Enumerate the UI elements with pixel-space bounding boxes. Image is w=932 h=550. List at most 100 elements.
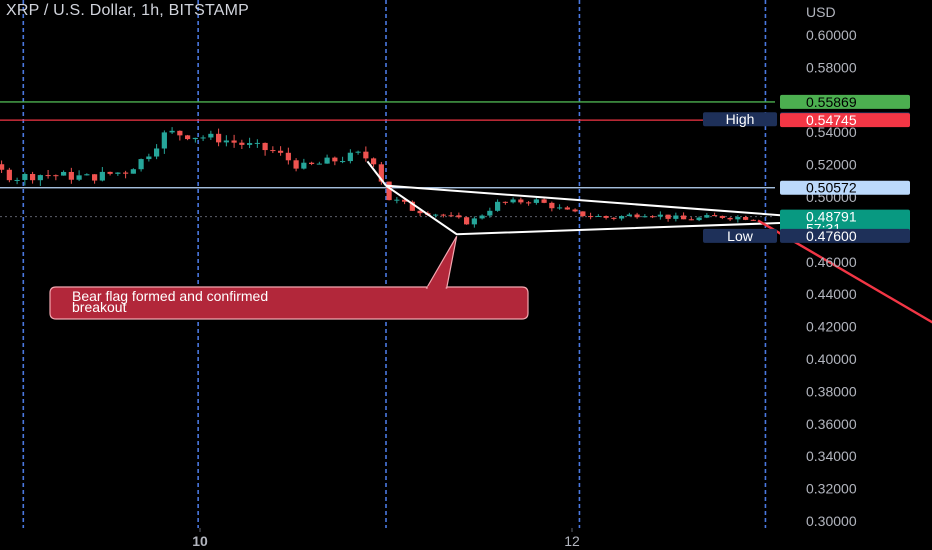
y-tick-label: 0.58000 — [806, 59, 857, 75]
flag-pole-line — [366, 160, 387, 187]
price-tag — [703, 112, 777, 127]
candle-body — [309, 162, 315, 164]
candle-body — [394, 199, 400, 201]
price-tag — [703, 228, 777, 243]
candle-body — [688, 219, 694, 221]
candle-body — [99, 171, 105, 181]
y-tick-label: 0.54000 — [806, 124, 857, 140]
candle-body — [371, 158, 377, 165]
candle-body — [340, 161, 346, 163]
price-axis[interactable]: 0.600000.580000.560000.540000.520000.500… — [806, 27, 857, 529]
candle-body — [557, 207, 563, 209]
price-badge-label: 0.54745 — [806, 112, 857, 128]
candle-body — [130, 169, 136, 174]
candle-body — [402, 199, 408, 202]
candle-body — [727, 217, 733, 220]
candle-body — [502, 201, 508, 203]
candle-body — [254, 142, 260, 144]
y-tick-label: 0.34000 — [806, 448, 857, 464]
candle-body — [185, 135, 191, 140]
callout-text-line: Bear flag formed and confirmed — [72, 288, 268, 304]
breakdown-arrow — [757, 219, 932, 324]
candles — [0, 127, 756, 228]
candle-body — [626, 214, 632, 217]
x-tick-label: 10 — [192, 533, 208, 549]
candle-body — [123, 172, 129, 174]
candle-body — [30, 173, 36, 181]
candle-body — [588, 216, 594, 218]
candle-body — [239, 142, 245, 145]
candle-body — [270, 150, 276, 152]
callout-pointer-joint — [427, 286, 446, 290]
candle-body — [45, 175, 51, 177]
y-tick-label: 0.38000 — [806, 383, 857, 399]
candle-body — [665, 214, 671, 219]
y-tick-label: 0.44000 — [806, 286, 857, 302]
callout-text-line: breakout — [72, 299, 127, 315]
session-lines — [22, 0, 767, 528]
candle-body — [743, 216, 749, 220]
candle-body — [595, 215, 601, 217]
price-badge-label: 0.47600 — [806, 228, 857, 244]
candle-body — [518, 199, 524, 203]
candle-body — [471, 218, 477, 225]
candle-body — [696, 217, 702, 221]
candle-body — [433, 214, 439, 216]
candle-body — [464, 217, 470, 225]
candle-body — [76, 175, 82, 180]
pennant-triangle — [385, 184, 852, 236]
price-badge-label: 0.48791 — [806, 209, 857, 225]
candle-body — [146, 156, 152, 160]
callout-box — [49, 286, 529, 320]
candle-body — [495, 201, 501, 211]
price-badge-label: 0.50572 — [806, 180, 857, 196]
candle-body — [231, 140, 237, 143]
candle-body — [355, 151, 361, 153]
candle-body — [750, 219, 756, 221]
candle-body — [603, 215, 609, 218]
candle-body — [301, 162, 307, 169]
candle-body — [316, 163, 322, 165]
candle-body — [14, 179, 20, 181]
candle-body — [533, 199, 539, 203]
y-tick-label: 0.36000 — [806, 416, 857, 432]
y-tick-label: 0.32000 — [806, 481, 857, 497]
x-tick-label: 12 — [564, 533, 580, 549]
candle-body — [386, 181, 392, 201]
candle-body — [642, 216, 648, 218]
price-badge — [780, 113, 910, 128]
y-tick-label: 0.46000 — [806, 254, 857, 270]
candle-body — [634, 214, 640, 218]
y-tick-label: 0.60000 — [806, 27, 857, 43]
time-axis[interactable]: 101214 — [192, 528, 932, 549]
candle-body — [417, 210, 423, 214]
candle-body — [719, 215, 725, 218]
candle-body — [549, 202, 555, 209]
candle-body — [22, 173, 28, 180]
candle-body — [479, 215, 485, 219]
candle-body — [0, 164, 5, 170]
candle-body — [619, 216, 625, 219]
candle-body — [61, 171, 67, 176]
candle-body — [285, 152, 291, 161]
candle-body — [138, 159, 144, 170]
candle-body — [200, 137, 206, 139]
candle-body — [611, 217, 617, 219]
candle-body — [673, 215, 679, 219]
candle-body — [347, 152, 353, 162]
price-badge — [780, 94, 910, 109]
candle-body — [37, 175, 43, 181]
y-tick-label: 0.40000 — [806, 351, 857, 367]
candle-body — [657, 214, 663, 217]
candle-body — [115, 172, 121, 174]
candle-body — [107, 171, 113, 174]
candle-body — [526, 202, 532, 204]
candle-body — [440, 214, 446, 216]
candle-body — [6, 169, 12, 181]
candle-body — [572, 209, 578, 212]
candle-body — [580, 211, 586, 217]
candle-body — [262, 142, 268, 151]
candle-body — [735, 216, 741, 220]
candle-body — [564, 207, 570, 210]
